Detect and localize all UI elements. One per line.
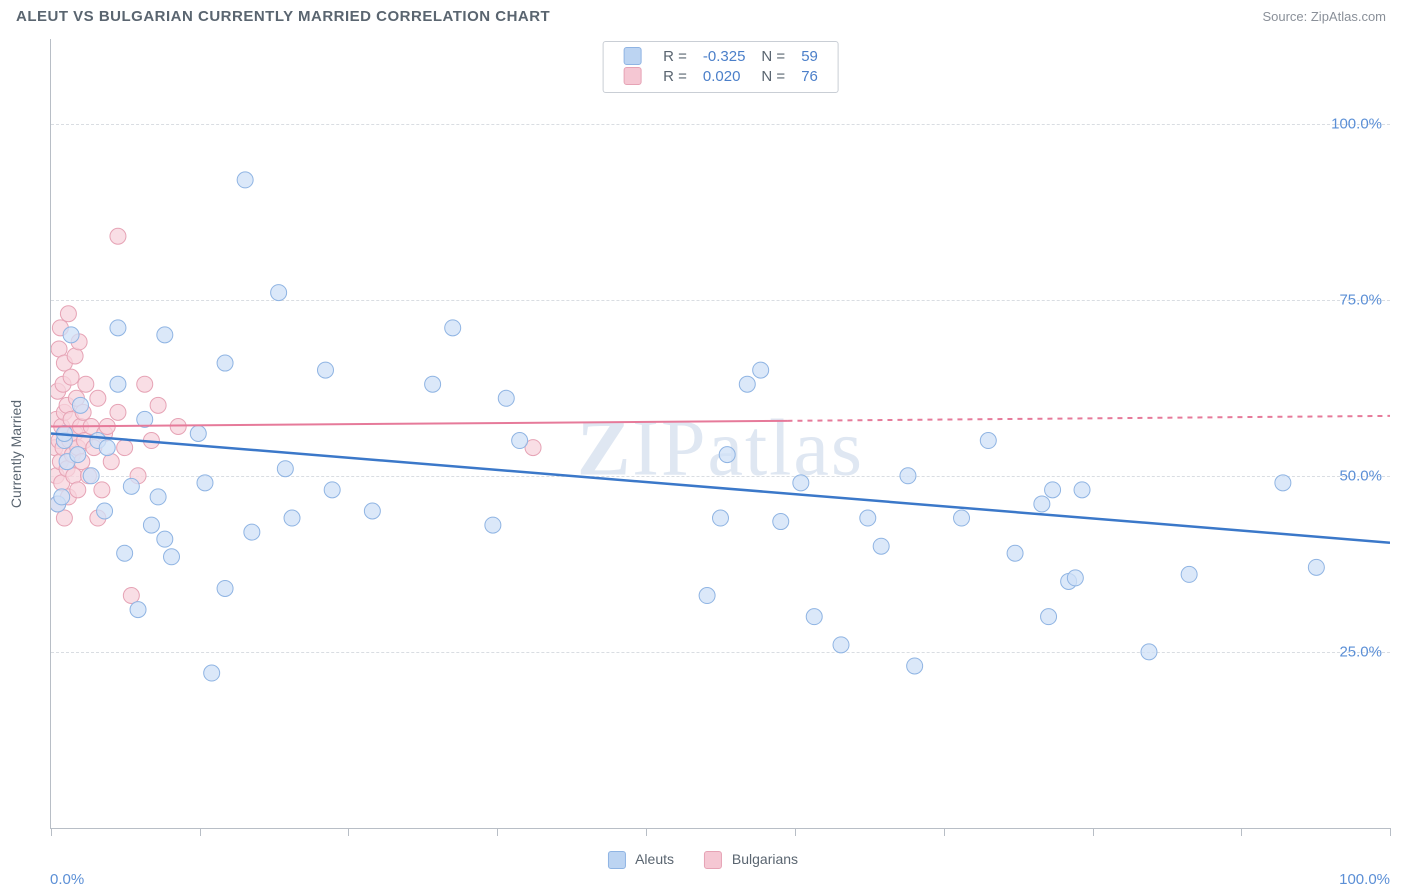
x-label-min: 0.0% bbox=[50, 871, 84, 888]
plot-area: ZIPatlas R = -0.325 N = 59 R = 0.020 N =… bbox=[50, 39, 1390, 829]
scatter-svg bbox=[51, 39, 1390, 828]
chart-title: ALEUT VS BULGARIAN CURRENTLY MARRIED COR… bbox=[16, 8, 550, 25]
legend-item-bulgarians: Bulgarians bbox=[704, 851, 798, 869]
swatch-bulgarians-icon bbox=[623, 67, 641, 85]
swatch-aleuts-icon bbox=[623, 47, 641, 65]
chart-container: Currently Married ZIPatlas R = -0.325 N … bbox=[0, 29, 1406, 879]
swatch-aleuts-icon bbox=[608, 851, 626, 869]
legend-item-aleuts: Aleuts bbox=[608, 851, 674, 869]
source-label: Source: ZipAtlas.com bbox=[1262, 9, 1386, 24]
legend-label-bulgarians: Bulgarians bbox=[732, 851, 798, 867]
swatch-bulgarians-icon bbox=[704, 851, 722, 869]
legend-series: Aleuts Bulgarians bbox=[608, 851, 798, 869]
legend-row-bulgarians: R = 0.020 N = 76 bbox=[615, 66, 826, 86]
legend-label-aleuts: Aleuts bbox=[635, 851, 674, 867]
y-axis-label: Currently Married bbox=[8, 400, 24, 508]
x-label-max: 100.0% bbox=[1339, 871, 1390, 888]
legend-row-aleuts: R = -0.325 N = 59 bbox=[615, 46, 826, 66]
legend-correlation: R = -0.325 N = 59 R = 0.020 N = 76 bbox=[602, 41, 839, 93]
